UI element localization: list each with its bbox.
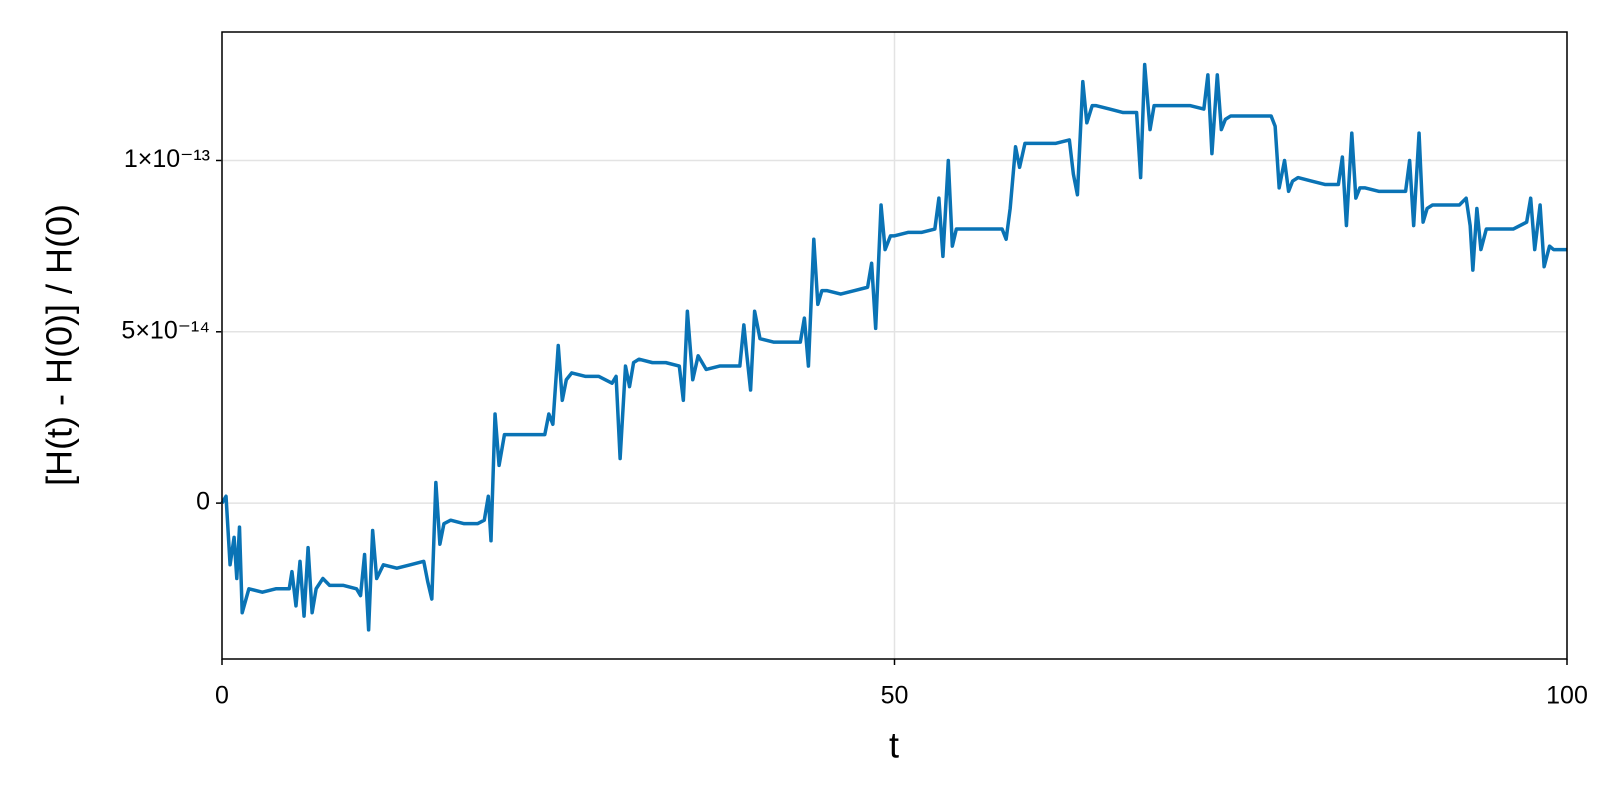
x-tick-label: 0: [215, 682, 229, 710]
plot-frame: [221, 31, 1568, 660]
x-axis-label: t: [889, 725, 899, 766]
y-tick-label: 5×10⁻¹⁴: [121, 316, 210, 344]
y-tick-label: 1×10⁻¹³: [124, 145, 210, 173]
data-line: [220, 62, 1567, 632]
x-tick-label: 100: [1546, 682, 1588, 710]
y-tick-label: 0: [196, 488, 210, 516]
x-tick-label: 50: [881, 682, 909, 710]
y-axis-label: [H(t) - H(0)] / H(0): [39, 204, 80, 486]
